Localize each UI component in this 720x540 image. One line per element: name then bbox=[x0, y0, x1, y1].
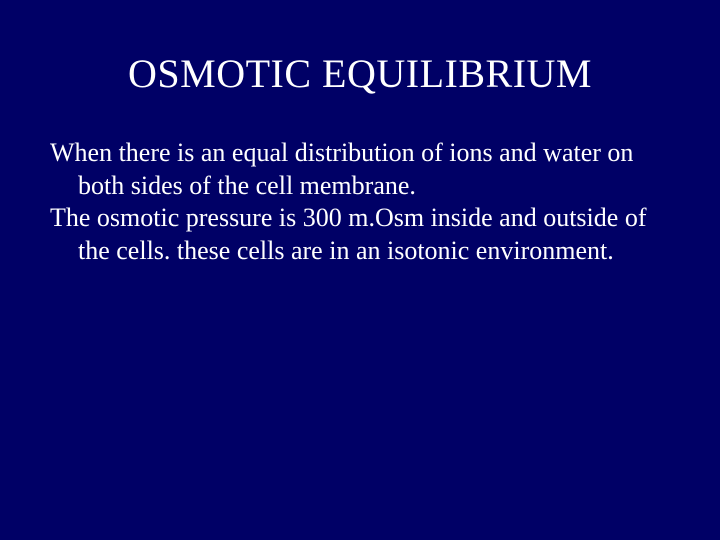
slide-title: OSMOTIC EQUILIBRIUM bbox=[50, 50, 670, 97]
paragraph-2: The osmotic pressure is 300 m.Osm inside… bbox=[50, 202, 670, 267]
paragraph-1: When there is an equal distribution of i… bbox=[50, 137, 670, 202]
slide-body: When there is an equal distribution of i… bbox=[50, 137, 670, 267]
slide-container: OSMOTIC EQUILIBRIUM When there is an equ… bbox=[0, 0, 720, 540]
